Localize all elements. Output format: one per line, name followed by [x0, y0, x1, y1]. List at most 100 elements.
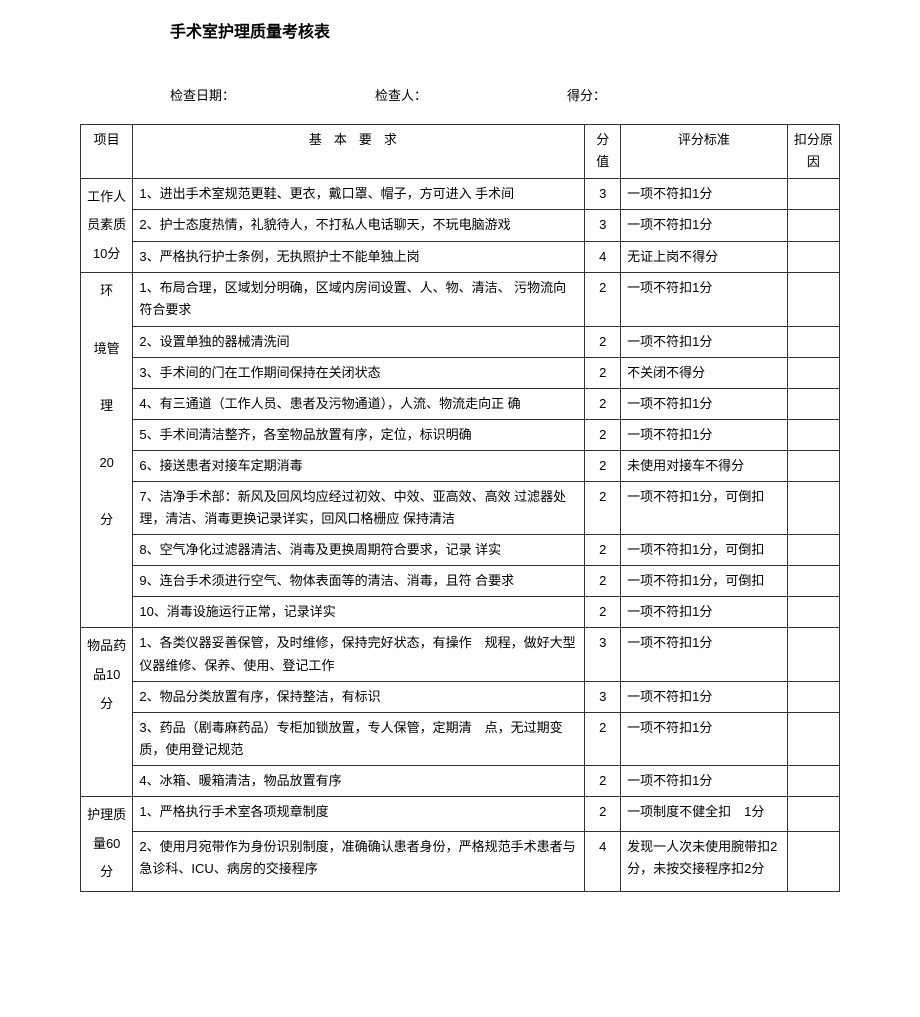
- score-cell: 2: [585, 388, 621, 419]
- requirement-cell: 1、各类仪器妥善保管，及时维修，保持完好状态，有操作 规程，做好大型仪器维修、保…: [133, 628, 585, 681]
- standard-cell: 一项不符扣1分，可倒扣: [621, 535, 788, 566]
- reason-cell: [787, 566, 839, 597]
- header-category: 项目: [81, 125, 133, 178]
- reason-cell: [787, 832, 839, 892]
- table-row: 3、药品（剧毒麻药品）专柜加锁放置，专人保管，定期清 点，无过期变质，使用登记规…: [81, 712, 840, 765]
- reason-cell: [787, 419, 839, 450]
- meta-score: 得分：: [567, 86, 606, 107]
- requirement-cell: 3、手术间的门在工作期间保持在关闭状态: [133, 357, 585, 388]
- meta-row: 检查日期： 检查人： 得分：: [170, 86, 840, 107]
- standard-cell: 一项不符扣1分: [621, 628, 788, 681]
- reason-cell: [787, 797, 839, 832]
- table-row: 3、手术间的门在工作期间保持在关闭状态2不关闭不得分: [81, 357, 840, 388]
- table-row: 工作人员素质10分1、进出手术室规范更鞋、更衣，戴口罩、帽子，方可进入 手术间3…: [81, 178, 840, 210]
- table-body: 工作人员素质10分1、进出手术室规范更鞋、更衣，戴口罩、帽子，方可进入 手术间3…: [81, 178, 840, 891]
- table-row: 9、连台手术须进行空气、物体表面等的清洁、消毒，且符 合要求2一项不符扣1分，可…: [81, 566, 840, 597]
- meta-date-label: 检查日期：: [170, 88, 235, 103]
- table-row: 8、空气净化过滤器清洁、消毒及更换周期符合要求，记录 详实2一项不符扣1分，可倒…: [81, 535, 840, 566]
- score-cell: 2: [585, 450, 621, 481]
- standard-cell: 一项不符扣1分: [621, 712, 788, 765]
- score-cell: 2: [585, 357, 621, 388]
- category-cell: 物品药品10分: [81, 628, 133, 797]
- reason-cell: [787, 535, 839, 566]
- table-row: 4、有三通道（工作人员、患者及污物通道），人流、物流走向正 确2一项不符扣1分: [81, 388, 840, 419]
- table-row: 2、使用月宛带作为身份识别制度，准确确认患者身份，严格规范手术患者与急诊科、IC…: [81, 832, 840, 892]
- requirement-cell: 3、药品（剧毒麻药品）专柜加锁放置，专人保管，定期清 点，无过期变质，使用登记规…: [133, 712, 585, 765]
- standard-cell: 无证上岗不得分: [621, 241, 788, 273]
- table-row: 5、手术间清洁整齐，各室物品放置有序，定位，标识明确2一项不符扣1分: [81, 419, 840, 450]
- meta-score-label: 得分：: [567, 88, 606, 103]
- standard-cell: 一项不符扣1分: [621, 597, 788, 628]
- reason-cell: [787, 273, 839, 326]
- page-title: 手术室护理质量考核表: [170, 20, 840, 46]
- score-cell: 2: [585, 326, 621, 357]
- category-cell: 护理质量60分: [81, 797, 133, 892]
- table-row: 7、洁净手术部：新风及回风均应经过初效、中效、亚高效、高效 过滤器处理，清洁、消…: [81, 482, 840, 535]
- score-cell: 2: [585, 419, 621, 450]
- score-cell: 2: [585, 482, 621, 535]
- standard-cell: 一项制度不健全扣 1分: [621, 797, 788, 832]
- reason-cell: [787, 450, 839, 481]
- requirement-cell: 2、设置单独的器械清洗间: [133, 326, 585, 357]
- table-row: 环 境管 理 20 分1、布局合理，区域划分明确，区域内房间设置、人、物、清洁、…: [81, 273, 840, 326]
- table-row: 2、物品分类放置有序，保持整洁，有标识3一项不符扣1分: [81, 681, 840, 712]
- reason-cell: [787, 326, 839, 357]
- requirement-cell: 1、严格执行手术室各项规章制度: [133, 797, 585, 832]
- reason-cell: [787, 388, 839, 419]
- header-standard: 评分标准: [621, 125, 788, 178]
- score-cell: 4: [585, 241, 621, 273]
- requirement-cell: 2、物品分类放置有序，保持整洁，有标识: [133, 681, 585, 712]
- standard-cell: 一项不符扣1分: [621, 273, 788, 326]
- reason-cell: [787, 712, 839, 765]
- score-cell: 4: [585, 832, 621, 892]
- standard-cell: 未使用对接车不得分: [621, 450, 788, 481]
- table-row: 物品药品10分1、各类仪器妥善保管，及时维修，保持完好状态，有操作 规程，做好大…: [81, 628, 840, 681]
- standard-cell: 一项不符扣1分: [621, 681, 788, 712]
- table-row: 2、护士态度热情，礼貌待人，不打私人电话聊天，不玩电脑游戏3一项不符扣1分: [81, 210, 840, 242]
- requirement-cell: 3、严格执行护士条例，无执照护士不能单独上岗: [133, 241, 585, 273]
- score-cell: 3: [585, 210, 621, 242]
- table-row: 2、设置单独的器械清洗间2一项不符扣1分: [81, 326, 840, 357]
- reason-cell: [787, 178, 839, 210]
- reason-cell: [787, 482, 839, 535]
- requirement-cell: 2、使用月宛带作为身份识别制度，准确确认患者身份，严格规范手术患者与急诊科、IC…: [133, 832, 585, 892]
- standard-cell: 发现一人次未使用腕带扣2分，未按交接程序扣2分: [621, 832, 788, 892]
- requirement-cell: 7、洁净手术部：新风及回风均应经过初效、中效、亚高效、高效 过滤器处理，清洁、消…: [133, 482, 585, 535]
- score-cell: 3: [585, 628, 621, 681]
- standard-cell: 一项不符扣1分: [621, 388, 788, 419]
- reason-cell: [787, 681, 839, 712]
- standard-cell: 一项不符扣1分，可倒扣: [621, 482, 788, 535]
- requirement-cell: 10、消毒设施运行正常，记录详实: [133, 597, 585, 628]
- table-row: 4、冰箱、暖箱清洁，物品放置有序2一项不符扣1分: [81, 765, 840, 796]
- table-row: 3、严格执行护士条例，无执照护士不能单独上岗4无证上岗不得分: [81, 241, 840, 273]
- header-row: 项目 基本要求 分值 评分标准 扣分原因: [81, 125, 840, 178]
- requirement-cell: 1、进出手术室规范更鞋、更衣，戴口罩、帽子，方可进入 手术间: [133, 178, 585, 210]
- score-cell: 2: [585, 273, 621, 326]
- requirement-cell: 1、布局合理，区域划分明确，区域内房间设置、人、物、清洁、 污物流向符合要求: [133, 273, 585, 326]
- score-cell: 2: [585, 597, 621, 628]
- score-cell: 2: [585, 797, 621, 832]
- standard-cell: 一项不符扣1分: [621, 419, 788, 450]
- score-cell: 2: [585, 535, 621, 566]
- reason-cell: [787, 628, 839, 681]
- score-cell: 2: [585, 566, 621, 597]
- header-requirement: 基本要求: [133, 125, 585, 178]
- requirement-cell: 8、空气净化过滤器清洁、消毒及更换周期符合要求，记录 详实: [133, 535, 585, 566]
- category-cell: 环 境管 理 20 分: [81, 273, 133, 628]
- table-row: 护理质量60分1、严格执行手术室各项规章制度2一项制度不健全扣 1分: [81, 797, 840, 832]
- requirement-cell: 2、护士态度热情，礼貌待人，不打私人电话聊天，不玩电脑游戏: [133, 210, 585, 242]
- table-row: 10、消毒设施运行正常，记录详实2一项不符扣1分: [81, 597, 840, 628]
- reason-cell: [787, 357, 839, 388]
- reason-cell: [787, 765, 839, 796]
- reason-cell: [787, 597, 839, 628]
- requirement-cell: 4、冰箱、暖箱清洁，物品放置有序: [133, 765, 585, 796]
- standard-cell: 一项不符扣1分: [621, 765, 788, 796]
- header-reason: 扣分原因: [787, 125, 839, 178]
- meta-inspector-label: 检查人：: [375, 88, 427, 103]
- standard-cell: 一项不符扣1分: [621, 326, 788, 357]
- meta-date: 检查日期：: [170, 86, 235, 107]
- standard-cell: 一项不符扣1分，可倒扣: [621, 566, 788, 597]
- requirement-cell: 4、有三通道（工作人员、患者及污物通道），人流、物流走向正 确: [133, 388, 585, 419]
- requirement-cell: 5、手术间清洁整齐，各室物品放置有序，定位，标识明确: [133, 419, 585, 450]
- score-cell: 3: [585, 681, 621, 712]
